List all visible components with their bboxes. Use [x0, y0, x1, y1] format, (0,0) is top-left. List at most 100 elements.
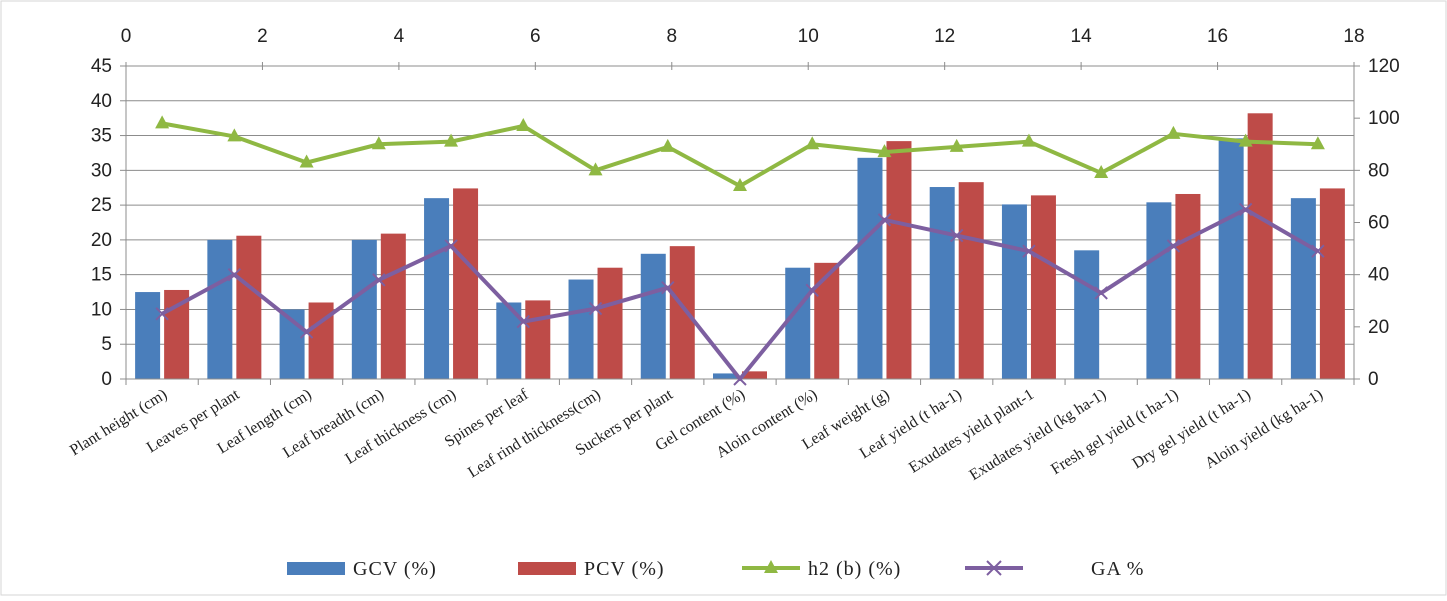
axes [120, 62, 1360, 385]
point-ga-0 [155, 307, 169, 321]
left-tick-label-5: 5 [101, 334, 112, 355]
bar-gcv-8 [713, 373, 738, 379]
bar-gcv-7 [640, 253, 666, 379]
bar-gcv-9 [785, 267, 811, 379]
bar-series-group [135, 113, 1345, 379]
point-h2-3 [371, 136, 386, 150]
point-ga-11 [949, 228, 964, 243]
left-tick-label-15: 15 [91, 265, 112, 286]
point-ga-15 [1238, 202, 1253, 217]
point-h2-9 [805, 136, 820, 150]
top-tick-label-16: 16 [1207, 26, 1228, 47]
point-h2-6 [588, 162, 603, 176]
legend-item-gcv: GCV (%) [287, 558, 437, 580]
point-h2-15 [1238, 133, 1253, 147]
legend-item-h2: h2 (b) (%) [742, 558, 901, 580]
bar-pcv-6 [597, 267, 623, 379]
legend-label-pcv: PCV (%) [584, 558, 665, 580]
right-tick-label-120: 120 [1368, 56, 1400, 77]
legend-label-h2: h2 (b) (%) [808, 558, 901, 580]
bar-pcv-9 [814, 262, 840, 379]
bar-gcv-4 [424, 198, 450, 379]
bar-pcv-8 [742, 371, 767, 379]
bar-pcv-14 [1175, 193, 1201, 379]
legend-marker-h2 [764, 560, 778, 573]
bar-gcv-0 [135, 292, 161, 379]
point-ga-14 [1166, 239, 1181, 253]
bar-gcv-16 [1290, 198, 1316, 379]
right-tick-label-40: 40 [1368, 265, 1389, 286]
top-tick-label-14: 14 [1071, 26, 1093, 47]
point-ga-6 [588, 301, 603, 316]
point-h2-7 [660, 138, 675, 152]
top-tick-label-2: 2 [257, 26, 268, 47]
point-ga-13 [1094, 286, 1108, 300]
point-ga-7 [661, 281, 675, 295]
point-ga-5 [516, 314, 531, 329]
bar-gcv-15 [1218, 138, 1244, 379]
point-h2-14 [1166, 125, 1181, 139]
left-tick-label-45: 45 [91, 56, 112, 77]
right-tick-label-80: 80 [1368, 160, 1389, 181]
point-ga-2 [299, 325, 314, 339]
point-h2-0 [155, 115, 170, 129]
point-h2-1 [227, 128, 242, 142]
point-h2-10 [877, 144, 892, 158]
line-series-group [155, 115, 1325, 386]
bar-pcv-12 [1030, 195, 1056, 379]
top-tick-label-8: 8 [666, 26, 677, 47]
point-ga-3 [372, 273, 386, 287]
left-tick-label-40: 40 [91, 91, 112, 112]
bar-pcv-1 [236, 235, 262, 379]
top-tick-label-0: 0 [121, 26, 132, 47]
bar-gcv-3 [351, 239, 377, 379]
legend: GCV (%) PCV (%) h2 (b) (%) GA % [287, 558, 1144, 580]
top-tick-label-6: 6 [530, 26, 541, 47]
bar-gcv-13 [1074, 250, 1100, 379]
legend-marker-ga [986, 560, 1002, 576]
point-h2-5 [516, 117, 531, 131]
left-tick-label-35: 35 [91, 126, 112, 147]
bar-gcv-6 [568, 279, 594, 379]
bar-gcv-1 [207, 239, 233, 379]
point-h2-12 [1021, 133, 1036, 147]
top-tick-label-12: 12 [934, 26, 955, 47]
bar-pcv-4 [453, 188, 479, 379]
point-h2-2 [299, 154, 314, 168]
point-ga-16 [1311, 244, 1325, 258]
point-ga-1 [227, 267, 242, 282]
legend-label-ga: GA % [1091, 558, 1144, 580]
bar-pcv-10 [886, 141, 912, 379]
bar-pcv-15 [1247, 113, 1273, 379]
legend-item-ga: GA % [965, 558, 1144, 580]
point-ga-9 [805, 283, 819, 298]
point-h2-13 [1094, 164, 1109, 178]
left-tick-label-25: 25 [91, 195, 112, 216]
right-tick-label-20: 20 [1368, 317, 1389, 338]
legend-swatch-gcv [287, 562, 345, 575]
left-tick-label-30: 30 [91, 160, 112, 181]
right-tick-label-60: 60 [1368, 213, 1389, 234]
left-tick-label-10: 10 [91, 299, 112, 320]
top-tick-label-18: 18 [1343, 26, 1364, 47]
legend-swatch-pcv [518, 562, 576, 575]
right-tick-label-0: 0 [1368, 369, 1379, 390]
point-ga-10 [877, 213, 892, 227]
bar-pcv-16 [1319, 188, 1345, 379]
point-h2-4 [444, 133, 459, 147]
point-h2-16 [1310, 136, 1325, 150]
bar-pcv-5 [525, 300, 551, 379]
top-tick-label-4: 4 [394, 26, 405, 47]
top-tick-label-10: 10 [798, 26, 819, 47]
bar-gcv-10 [857, 157, 883, 379]
point-ga-4 [444, 239, 458, 253]
point-h2-11 [949, 138, 964, 152]
bar-gcv-12 [1001, 204, 1027, 379]
left-tick-label-0: 0 [101, 369, 112, 390]
legend-label-gcv: GCV (%) [353, 558, 437, 580]
bar-gcv-11 [929, 187, 955, 379]
point-h2-8 [733, 177, 747, 191]
left-tick-label-20: 20 [91, 230, 112, 251]
